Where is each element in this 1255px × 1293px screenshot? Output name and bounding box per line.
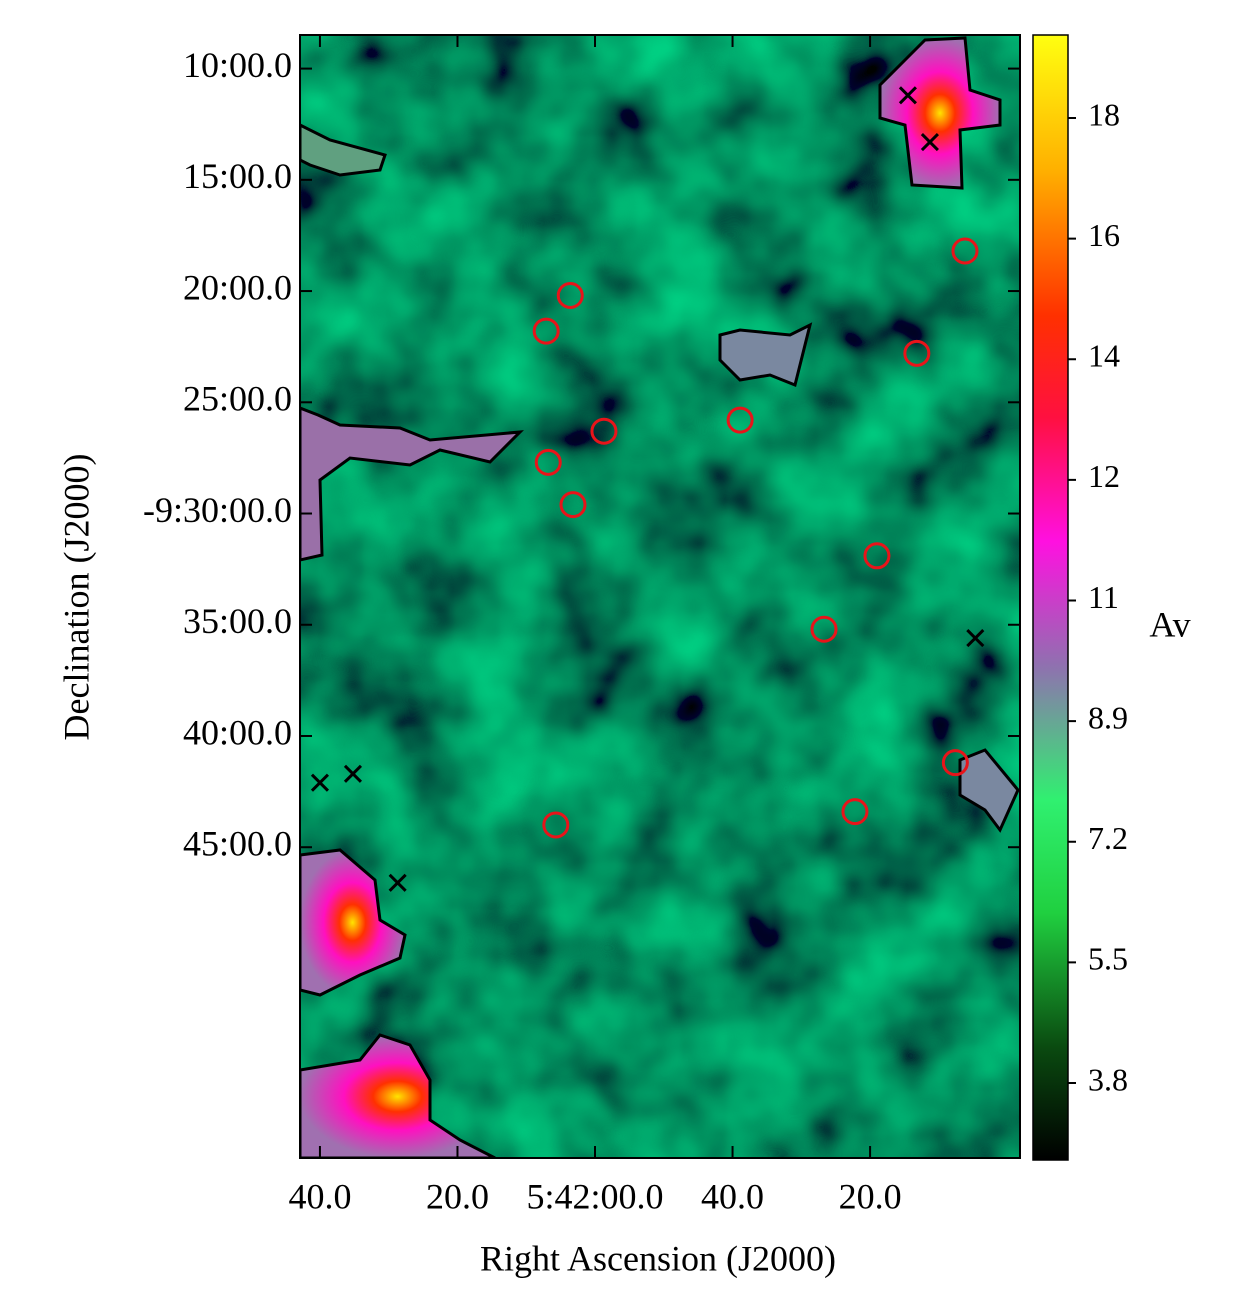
x-tick-label: 5:42:00.0 bbox=[527, 1176, 664, 1216]
plot-frame bbox=[299, 34, 1021, 1159]
y-tick-label: 40:00.0 bbox=[183, 712, 292, 752]
colorbar-label: Av bbox=[1149, 604, 1190, 644]
colorbar bbox=[1032, 34, 1069, 1161]
colorbar-tick-label: 8.9 bbox=[1088, 699, 1128, 735]
y-tick-label: 15:00.0 bbox=[183, 156, 292, 196]
source-cross bbox=[343, 764, 363, 783]
colorbar-tick-label: 16 bbox=[1088, 217, 1120, 253]
y-tick-label: 35:00.0 bbox=[183, 601, 292, 641]
source-cross bbox=[898, 86, 917, 105]
map-image bbox=[300, 35, 1020, 1158]
y-tick-label: 45:00.0 bbox=[183, 823, 292, 863]
x-axis-title: Right Ascension (J2000) bbox=[480, 1238, 836, 1278]
y-tick-label: 10:00.0 bbox=[183, 45, 292, 85]
y-tick-label: 20:00.0 bbox=[183, 267, 292, 307]
source-circle bbox=[941, 749, 969, 777]
source-circle bbox=[810, 615, 838, 643]
y-tick-label: 25:00.0 bbox=[183, 379, 292, 419]
colorbar-tick-label: 5.5 bbox=[1088, 941, 1128, 977]
source-circle bbox=[726, 406, 754, 434]
colorbar-tick-label: 14 bbox=[1088, 338, 1120, 374]
source-cross bbox=[920, 132, 939, 152]
x-tick-label: 20.0 bbox=[426, 1176, 489, 1216]
colorbar-tick-label: 11 bbox=[1088, 579, 1119, 615]
source-circle bbox=[559, 491, 587, 519]
colorbar-tick-label: 3.8 bbox=[1088, 1061, 1128, 1097]
colorbar-tick-label: 18 bbox=[1088, 96, 1120, 132]
x-tick-label: 40.0 bbox=[701, 1176, 764, 1216]
colorbar-tick-label: 12 bbox=[1088, 458, 1120, 494]
source-circle bbox=[556, 282, 584, 310]
source-cross bbox=[388, 873, 407, 892]
source-circle bbox=[903, 339, 931, 367]
x-tick-label: 40.0 bbox=[288, 1176, 351, 1216]
source-circle bbox=[951, 237, 979, 265]
y-tick-label: -9:30:00.0 bbox=[143, 490, 292, 530]
source-cross bbox=[966, 629, 985, 648]
colorbar-tick-label: 7.2 bbox=[1088, 820, 1128, 856]
source-circle bbox=[542, 811, 570, 839]
source-circle bbox=[534, 448, 562, 476]
y-axis-title: Declination (J2000) bbox=[56, 454, 96, 741]
source-circle bbox=[590, 417, 618, 445]
source-cross bbox=[310, 773, 330, 792]
source-circle bbox=[841, 798, 869, 826]
x-tick-label: 20.0 bbox=[839, 1176, 902, 1216]
source-circle bbox=[532, 317, 560, 345]
source-circle bbox=[863, 542, 891, 570]
